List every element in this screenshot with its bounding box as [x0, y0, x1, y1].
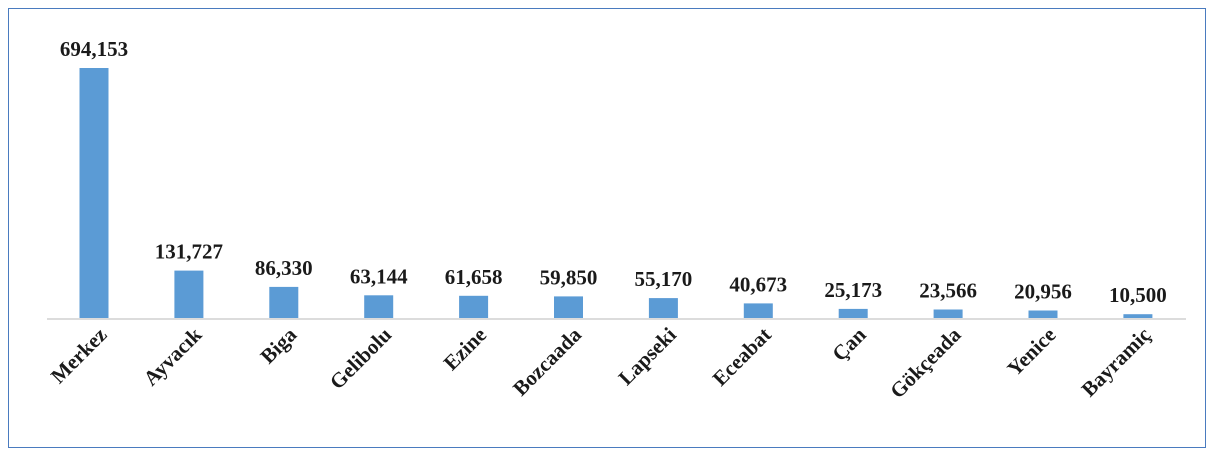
category-label-11: Bayramiç — [1077, 323, 1156, 402]
bar-8 — [838, 308, 868, 318]
category-label-3: Gelibolu — [325, 322, 397, 394]
bar-1 — [174, 270, 204, 318]
value-label-4: 61,658 — [445, 265, 503, 289]
bar-7 — [743, 303, 773, 318]
category-label-0: Merkez — [46, 323, 112, 389]
value-label-1: 131,727 — [155, 240, 223, 264]
bar-11 — [1123, 314, 1153, 318]
chart-frame — [8, 8, 1206, 448]
category-label-5: Bozcaada — [508, 322, 586, 400]
bar-3 — [364, 295, 394, 318]
category-label-4: Ezine — [439, 323, 491, 375]
category-label-10: Yenice — [1002, 323, 1060, 381]
value-label-0: 694,153 — [60, 37, 128, 61]
bar-2 — [269, 286, 299, 318]
value-label-3: 63,144 — [350, 264, 408, 288]
value-label-5: 59,850 — [540, 265, 598, 289]
value-label-8: 25,173 — [824, 278, 882, 302]
value-label-6: 55,170 — [635, 267, 693, 291]
bar-4 — [459, 295, 489, 318]
category-label-1: Ayvacık — [139, 322, 207, 390]
category-label-9: Gökçeada — [885, 322, 966, 403]
bar-6 — [648, 298, 678, 318]
bar-9 — [933, 309, 963, 318]
bar-0 — [79, 68, 109, 318]
value-label-7: 40,673 — [729, 272, 787, 296]
value-label-2: 86,330 — [255, 256, 313, 280]
value-label-10: 20,956 — [1014, 280, 1072, 304]
value-label-11: 10,500 — [1109, 283, 1167, 307]
category-label-2: Biga — [255, 322, 301, 368]
bar-5 — [554, 296, 583, 318]
bar-10 — [1028, 310, 1058, 318]
value-label-9: 23,566 — [919, 279, 977, 303]
category-label-6: Lapseki — [614, 322, 681, 389]
category-label-7: Eceabat — [708, 323, 776, 391]
category-label-8: Çan — [827, 322, 871, 366]
